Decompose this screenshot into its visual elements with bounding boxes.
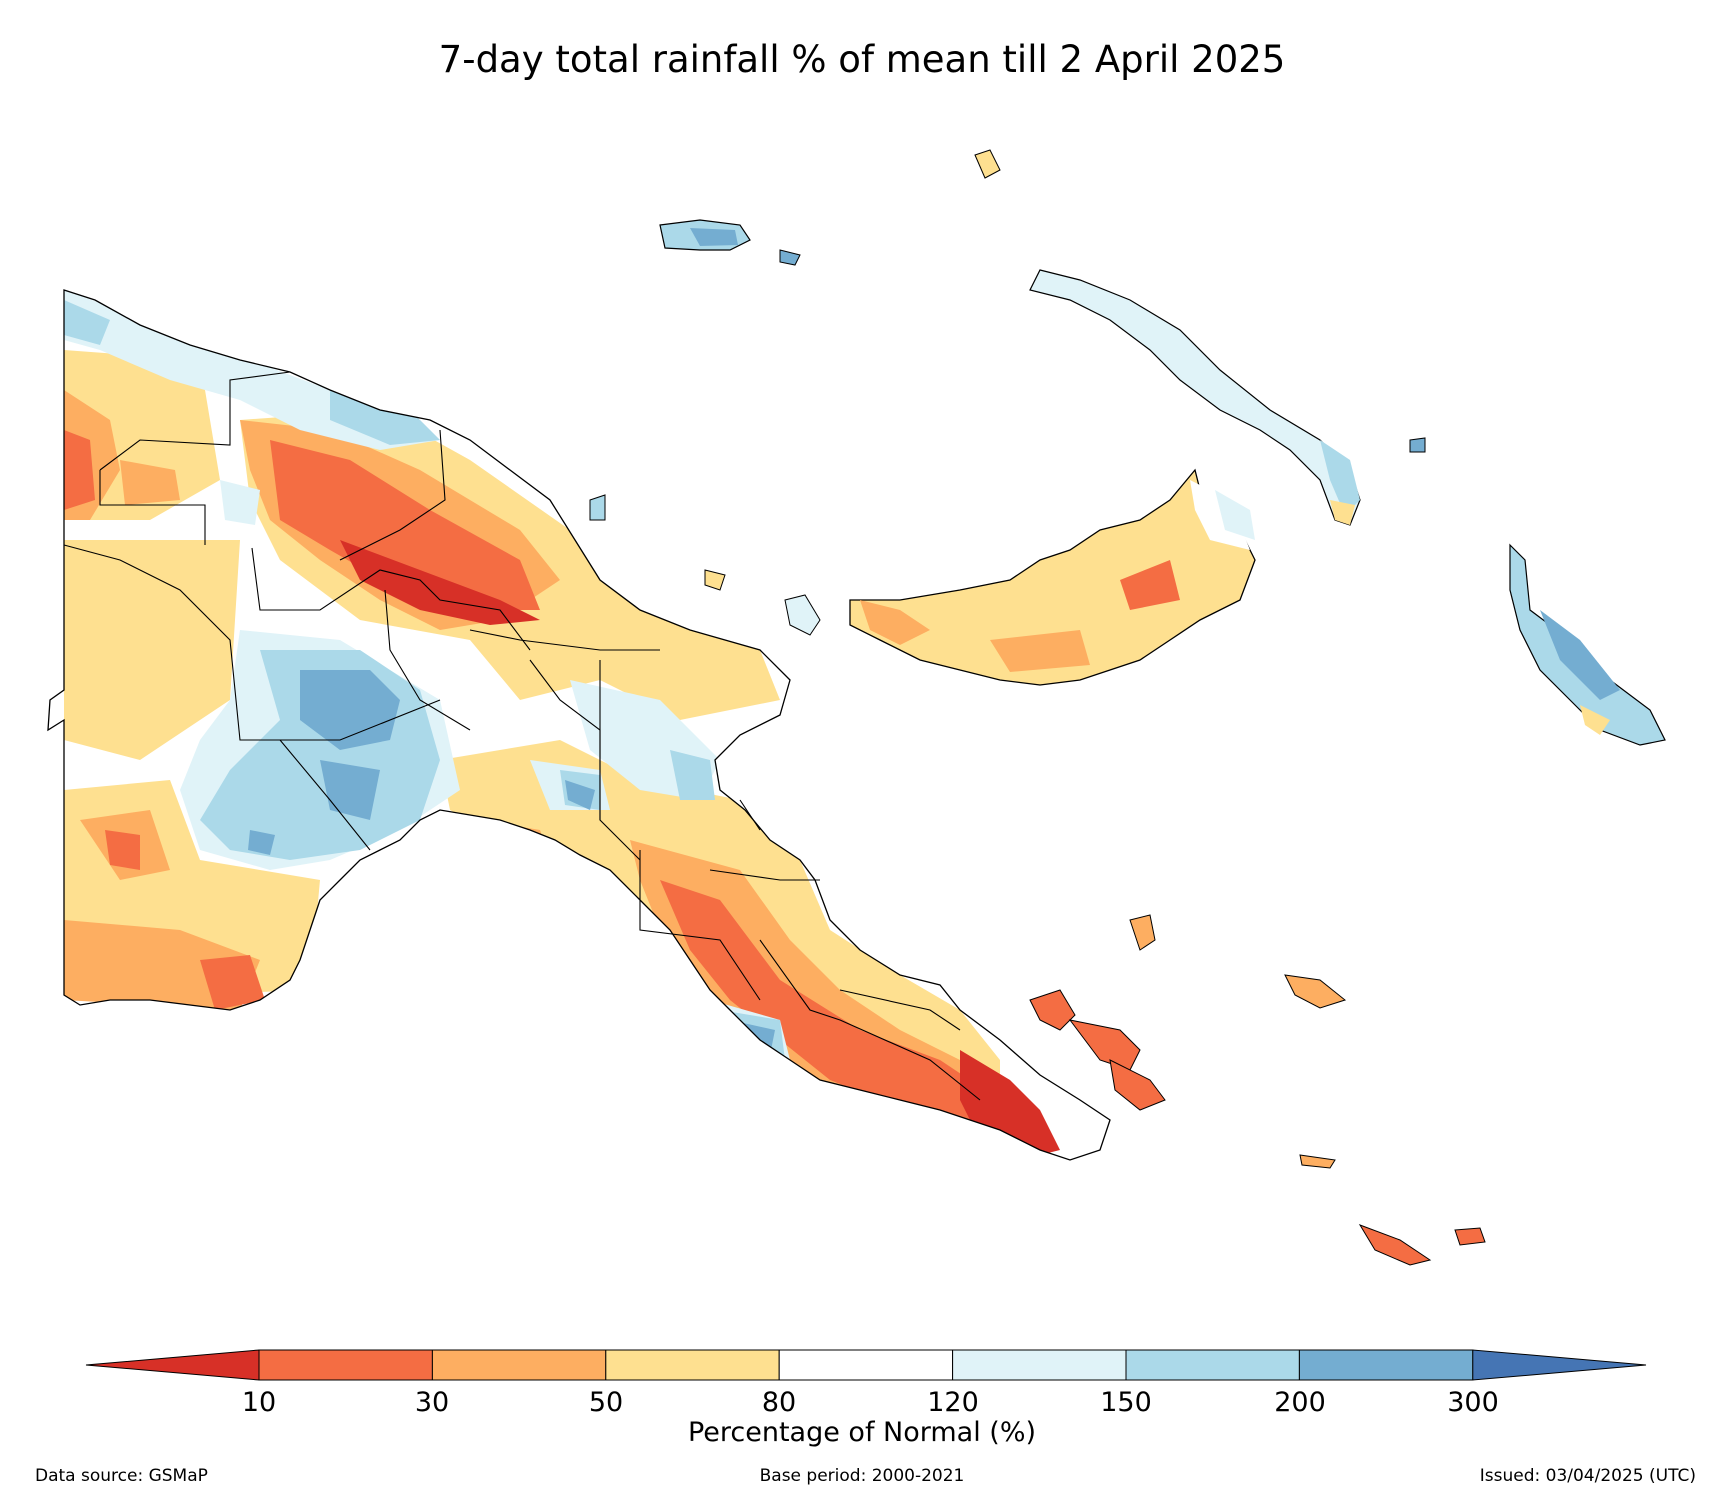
colorbar-extend-low [85, 1349, 260, 1381]
mainland-new-guinea [47, 289, 1111, 1161]
colorbar-tick: 300 [1447, 1387, 1499, 1418]
island-manus [659, 219, 801, 266]
small-islands [589, 149, 1486, 1266]
colorbar-tick: 200 [1274, 1387, 1326, 1418]
colorbar-tick: 10 [241, 1387, 277, 1418]
island-bougainville [1509, 543, 1666, 746]
colorbar-tick: 30 [414, 1387, 450, 1418]
data-source: Data source: GSMaP [35, 1466, 208, 1486]
colorbar-segment [605, 1349, 780, 1381]
colorbar-label: Percentage of Normal (%) [687, 1417, 1037, 1448]
colorbar-tick: 80 [761, 1387, 797, 1418]
colorbar-segment [1298, 1349, 1474, 1381]
base-period: Base period: 2000-2021 [759, 1466, 965, 1486]
colorbar-tick: 50 [588, 1387, 624, 1418]
colorbar-segment [431, 1349, 607, 1381]
province-borders [63, 371, 981, 1101]
colorbar-segment [1125, 1349, 1300, 1381]
colorbar-segment [258, 1349, 433, 1381]
island-new-britain [849, 468, 1256, 686]
colorbar-segment [952, 1349, 1127, 1381]
issued-date: Issued: 03/04/2025 (UTC) [1479, 1466, 1696, 1486]
colorbar-extend-high [1472, 1349, 1647, 1381]
map-title: 7-day total rainfall % of mean till 2 Ap… [438, 38, 1286, 81]
colorbar-segment [778, 1349, 954, 1381]
colorbar-tick: 120 [927, 1387, 979, 1418]
island-new-ireland [1029, 269, 1361, 526]
colorbar-tick: 150 [1100, 1387, 1152, 1418]
